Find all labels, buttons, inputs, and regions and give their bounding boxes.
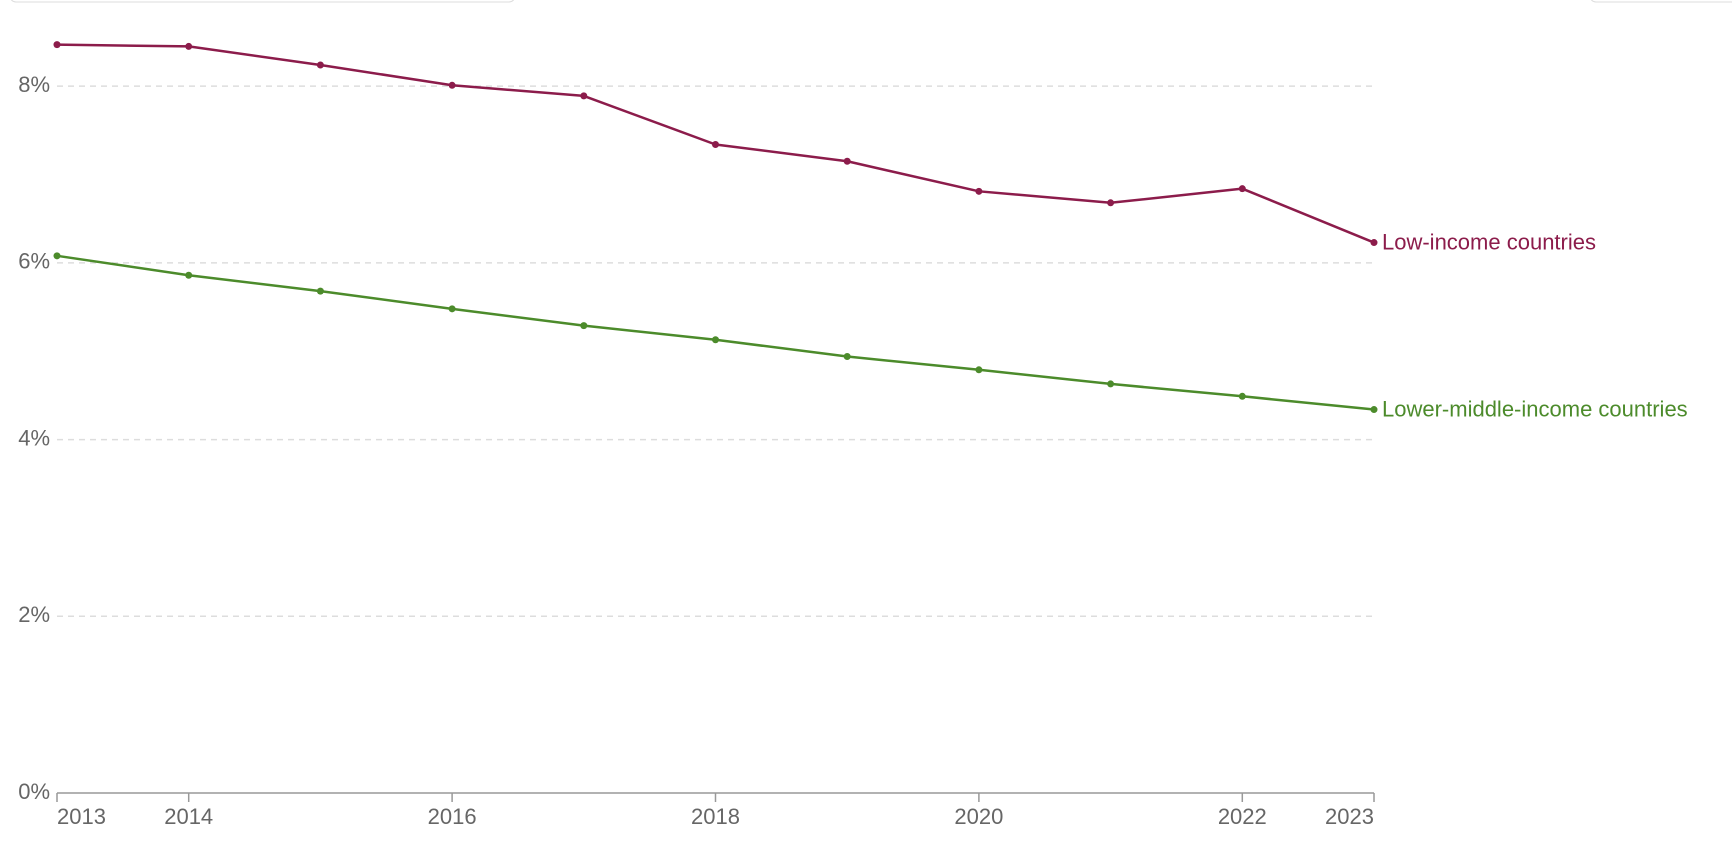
data-point bbox=[1370, 406, 1378, 414]
data-point bbox=[843, 353, 851, 361]
data-point bbox=[448, 305, 456, 313]
data-point bbox=[53, 41, 61, 49]
data-point bbox=[1238, 185, 1246, 193]
data-point bbox=[316, 287, 324, 295]
y-tick-label: 6% bbox=[18, 249, 50, 274]
data-point bbox=[185, 271, 193, 279]
y-tick-label: 0% bbox=[18, 779, 50, 804]
data-point bbox=[712, 336, 719, 344]
x-tick-label: 2023 bbox=[1325, 804, 1374, 829]
x-tick-label: 2022 bbox=[1218, 804, 1267, 829]
data-point bbox=[975, 187, 983, 195]
control-box bbox=[1590, 0, 1732, 3]
x-tick-label: 2013 bbox=[57, 804, 106, 829]
data-point bbox=[975, 366, 983, 374]
data-point bbox=[843, 157, 851, 165]
y-tick-label: 8% bbox=[18, 72, 50, 97]
data-point bbox=[580, 92, 588, 100]
data-point bbox=[53, 252, 61, 260]
series-label: Lower-middle-income countries bbox=[1382, 396, 1688, 421]
series-line bbox=[56, 254, 1375, 411]
data-point bbox=[316, 61, 324, 69]
data-point bbox=[1107, 199, 1115, 207]
y-tick-label: 4% bbox=[18, 425, 50, 450]
data-point bbox=[1370, 239, 1378, 247]
data-point bbox=[1107, 380, 1115, 388]
x-tick-label: 2020 bbox=[954, 804, 1003, 829]
data-point bbox=[185, 42, 193, 50]
data-point bbox=[1238, 392, 1246, 400]
data-point bbox=[712, 140, 719, 148]
x-tick-label: 2014 bbox=[164, 804, 213, 829]
y-tick-label: 2% bbox=[18, 602, 50, 627]
control-box bbox=[10, 0, 515, 3]
x-tick-label: 2016 bbox=[428, 804, 477, 829]
data-point bbox=[580, 322, 588, 330]
series-label: Low-income countries bbox=[1382, 229, 1596, 254]
data-point bbox=[448, 81, 456, 89]
x-tick-label: 2018 bbox=[691, 804, 740, 829]
